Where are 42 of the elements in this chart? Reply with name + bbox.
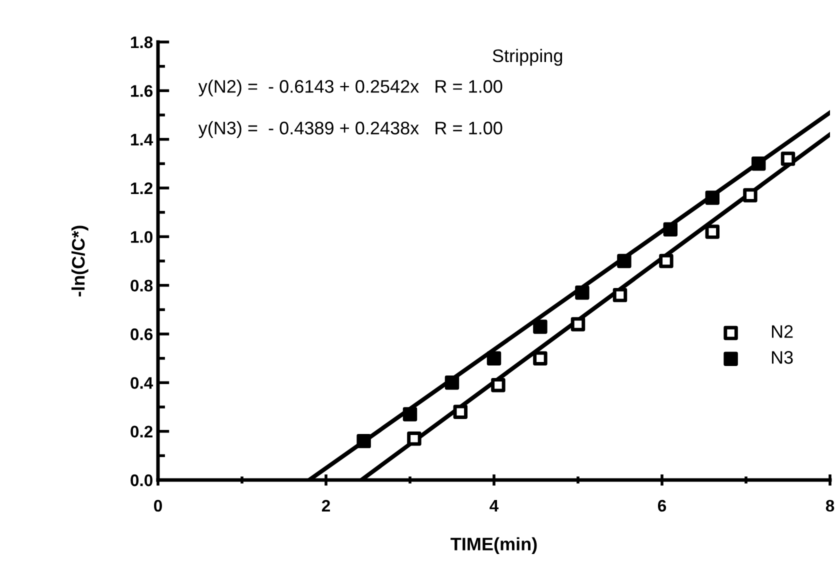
annotation: y(N3) = - 0.4389 + 0.2438x R = 1.00 bbox=[198, 121, 502, 138]
y-tick-label: 0.0 bbox=[130, 474, 152, 486]
x-tick-label: 4 bbox=[490, 500, 499, 512]
point bbox=[570, 317, 586, 332]
y-tick-label: 1.2 bbox=[131, 182, 152, 194]
y-axis-title: -ln(C/C*) bbox=[71, 226, 88, 296]
y-tick-label: 1.8 bbox=[131, 36, 153, 48]
point bbox=[705, 190, 720, 205]
point bbox=[453, 404, 468, 419]
point bbox=[780, 152, 796, 166]
legend-label: N3 bbox=[772, 351, 793, 364]
x-tick-label: 6 bbox=[658, 500, 666, 512]
point bbox=[575, 286, 590, 300]
y-tick-label: 1.4 bbox=[131, 134, 154, 146]
x-tick-label: 0 bbox=[154, 500, 162, 512]
point bbox=[491, 378, 506, 392]
point bbox=[612, 288, 628, 302]
point bbox=[533, 320, 548, 334]
y-tick-label: 1.0 bbox=[131, 231, 152, 243]
point bbox=[659, 254, 674, 268]
point bbox=[617, 254, 632, 268]
point bbox=[751, 156, 766, 171]
point bbox=[402, 407, 418, 422]
y-tick-label: 0.4 bbox=[130, 377, 154, 389]
y-tick-label: 0.8 bbox=[130, 280, 153, 292]
point bbox=[705, 224, 720, 239]
annotation: y(N2) = - 0.6143 + 0.2542x R = 1.00 bbox=[198, 80, 502, 96]
point bbox=[444, 376, 460, 390]
point bbox=[407, 432, 422, 446]
point bbox=[663, 222, 678, 236]
annotation: Stripping bbox=[492, 48, 562, 66]
x-tick-label: 2 bbox=[322, 500, 330, 512]
x-tick-label: 8 bbox=[826, 500, 834, 512]
x-axis-title: TIME(min) bbox=[450, 537, 537, 554]
y-tick-label: 0.6 bbox=[130, 328, 153, 340]
point bbox=[486, 351, 502, 366]
y-tick-label: 1.6 bbox=[131, 85, 153, 97]
point bbox=[533, 351, 548, 366]
y-tick-label: 0.2 bbox=[130, 426, 152, 438]
legend-label: N2 bbox=[772, 325, 793, 338]
point bbox=[356, 434, 371, 448]
point bbox=[743, 188, 758, 202]
